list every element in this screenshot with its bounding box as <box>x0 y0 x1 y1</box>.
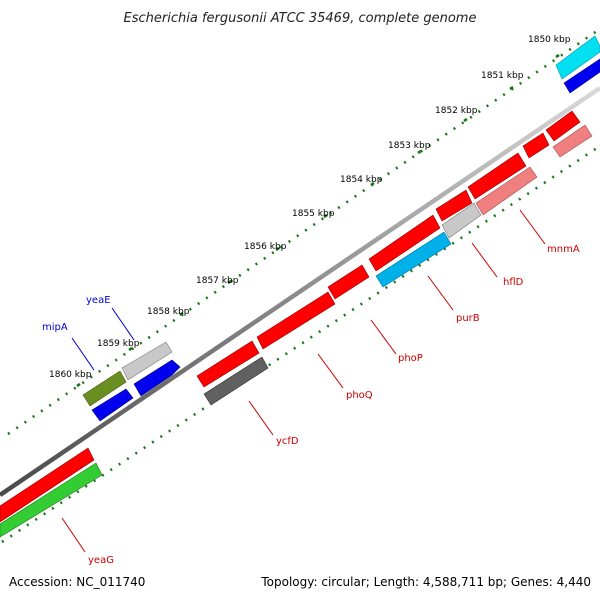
yeaG-gene[interactable] <box>0 462 103 538</box>
hflD-gene[interactable] <box>441 202 482 239</box>
ruler-label: 1858 kbp <box>147 307 190 317</box>
features-plus-strand <box>82 35 600 422</box>
gene-feature-minus[interactable] <box>552 124 593 158</box>
ruler-label: 1853 kbp <box>388 141 431 151</box>
label-lines <box>61 209 546 553</box>
gene-feature-minus[interactable] <box>368 214 441 272</box>
gene-feature-minus[interactable] <box>522 132 550 159</box>
gene-feature-minus[interactable] <box>196 340 260 388</box>
ruler-label: 1854 kbp <box>340 175 383 185</box>
ruler-major-ticks <box>76 53 560 388</box>
ycfD-gene[interactable] <box>203 356 269 406</box>
topology-text: Topology: circular; Length: 4,588,711 bp… <box>261 575 591 589</box>
backbone <box>0 86 600 497</box>
gene-feature-minus[interactable] <box>467 152 527 200</box>
ruler-inner <box>1 144 600 544</box>
gene-label-phoQ[interactable]: phoQ <box>346 390 373 401</box>
gene-feature-plus[interactable] <box>555 35 600 80</box>
gene-feature-minus[interactable] <box>0 447 95 523</box>
mipA-gene[interactable] <box>82 370 127 407</box>
ruler-outer <box>7 29 598 436</box>
gene-feature-minus[interactable] <box>545 110 581 142</box>
mnmA-gene[interactable] <box>475 166 538 216</box>
gene-label-purB[interactable]: purB <box>456 313 480 324</box>
ruler-labels: 1850 kbp 1851 kbp 1852 kbp 1853 kbp 1854… <box>49 35 571 380</box>
gene-label-ycfD[interactable]: ycfD <box>276 436 299 447</box>
gene-label-phoP[interactable]: phoP <box>398 353 423 364</box>
ruler-label: 1850 kbp <box>528 35 571 45</box>
gene-label-yeaE[interactable]: yeaE <box>86 295 111 306</box>
map-title: Escherichia fergusonii ATCC 35469, compl… <box>124 11 477 26</box>
ruler-label: 1851 kbp <box>481 71 524 81</box>
ruler-label: 1859 kbp <box>97 339 140 349</box>
gene-label-mipA[interactable]: mipA <box>42 322 68 333</box>
phoP-gene[interactable] <box>327 264 370 300</box>
gene-label-hflD[interactable]: hflD <box>503 277 524 288</box>
gene-labels: yeaE mipA mnmA hflD purB phoP phoQ ycfD … <box>42 244 580 566</box>
ruler-label: 1855 kbp <box>292 209 335 219</box>
purB-gene[interactable] <box>375 231 452 288</box>
ruler-label: 1857 kbp <box>196 276 239 286</box>
gene-feature-minus[interactable] <box>435 189 473 222</box>
ruler-label: 1852 kbp <box>435 106 478 116</box>
ruler-label: 1856 kbp <box>244 242 287 252</box>
gene-label-yeaG[interactable]: yeaG <box>88 555 114 566</box>
ruler-label: 1860 kbp <box>49 370 92 380</box>
yeaE-gene[interactable] <box>121 341 173 381</box>
gene-feature-plus[interactable] <box>563 58 600 94</box>
phoQ-gene[interactable] <box>256 291 336 350</box>
gene-label-mnmA[interactable]: mnmA <box>547 244 580 255</box>
features-minus-strand <box>0 110 593 538</box>
accession-text: Accession: NC_011740 <box>9 575 146 589</box>
gene-feature-plus[interactable] <box>91 388 134 422</box>
gene-feature-plus[interactable] <box>133 359 181 397</box>
